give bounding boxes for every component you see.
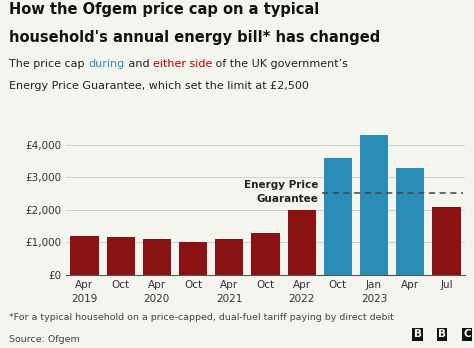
Bar	[360, 135, 388, 275]
Text: Apr: Apr	[75, 280, 93, 290]
Text: 2021: 2021	[216, 294, 242, 304]
Text: 2019: 2019	[71, 294, 98, 304]
Bar	[288, 210, 316, 275]
Text: Oct: Oct	[329, 280, 347, 290]
Text: Oct: Oct	[111, 280, 130, 290]
Bar	[432, 207, 461, 275]
Text: How the Ofgem price cap on a typical: How the Ofgem price cap on a typical	[9, 2, 320, 17]
Text: Oct: Oct	[256, 280, 274, 290]
Text: during: during	[89, 59, 125, 69]
Text: *For a typical household on a price-capped, dual-fuel tariff paying by direct de: *For a typical household on a price-capp…	[9, 313, 394, 322]
Text: Source: Ofgem: Source: Ofgem	[9, 335, 80, 344]
Text: Guarantee: Guarantee	[257, 194, 319, 204]
Text: Energy Price Guarantee, which set the limit at £2,500: Energy Price Guarantee, which set the li…	[9, 81, 310, 91]
Text: either side: either side	[153, 59, 212, 69]
Text: Oct: Oct	[184, 280, 202, 290]
Text: Energy Price: Energy Price	[244, 180, 319, 190]
Text: 2020: 2020	[144, 294, 170, 304]
Bar	[396, 168, 424, 275]
Text: and: and	[125, 59, 153, 69]
Text: Apr: Apr	[401, 280, 419, 290]
Text: of the UK government’s: of the UK government’s	[212, 59, 348, 69]
Text: Apr: Apr	[148, 280, 166, 290]
Bar	[107, 237, 135, 275]
Text: B: B	[414, 329, 421, 339]
Text: 2022: 2022	[289, 294, 315, 304]
Text: household's annual energy bill* has changed: household's annual energy bill* has chan…	[9, 30, 381, 45]
Bar	[70, 236, 99, 275]
Text: Apr: Apr	[220, 280, 238, 290]
Text: C: C	[463, 329, 471, 339]
Bar	[251, 233, 280, 275]
Text: Jul: Jul	[440, 280, 453, 290]
Bar	[143, 239, 171, 275]
Bar	[179, 242, 207, 275]
Bar	[215, 239, 243, 275]
Text: The price cap: The price cap	[9, 59, 89, 69]
Text: Apr: Apr	[292, 280, 310, 290]
Text: 2023: 2023	[361, 294, 387, 304]
Text: B: B	[438, 329, 446, 339]
Bar	[324, 158, 352, 275]
Text: Jan: Jan	[366, 280, 382, 290]
